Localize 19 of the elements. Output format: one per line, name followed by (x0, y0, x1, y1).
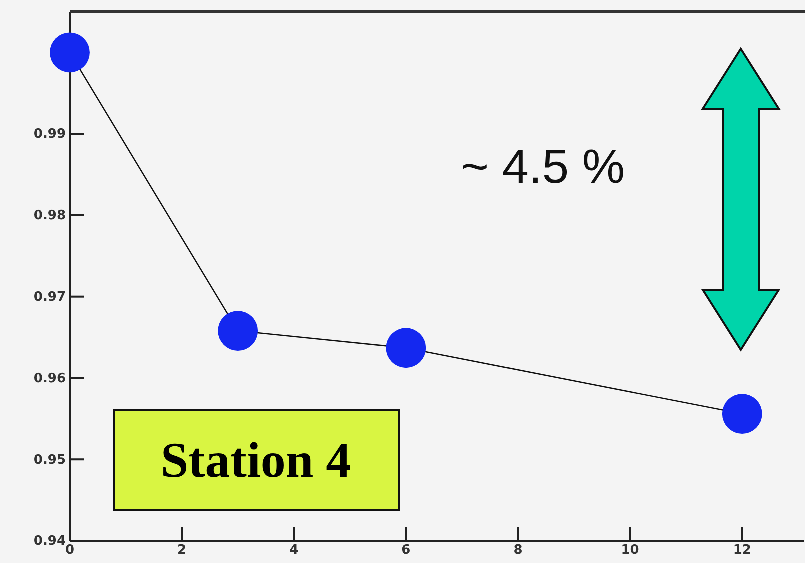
point (218, 311, 258, 351)
x-tick-label: 8 (514, 543, 523, 558)
x-tick-label: 0 (65, 543, 75, 558)
annotation: Station 4 (160, 432, 352, 488)
y-tick-label: 0.94 (34, 534, 66, 550)
x-tick-label: 12 (733, 543, 752, 558)
y-tick-label: 0.96 (34, 371, 66, 386)
y-tick-label: 0.95 (34, 452, 66, 468)
point (386, 328, 426, 368)
x-tick-label: 10 (621, 543, 640, 558)
point (50, 32, 90, 73)
x-tick-label: 6 (402, 543, 411, 558)
x-tick-label: 2 (178, 543, 187, 558)
y-tick-label: 0.97 (34, 290, 66, 306)
point (722, 394, 762, 434)
x-tick-label: 4 (290, 543, 299, 558)
annotation: ~ 4.5 % (460, 141, 626, 194)
y-tick-label: 0.98 (34, 208, 66, 224)
y-tick-label: 0.99 (34, 127, 66, 142)
